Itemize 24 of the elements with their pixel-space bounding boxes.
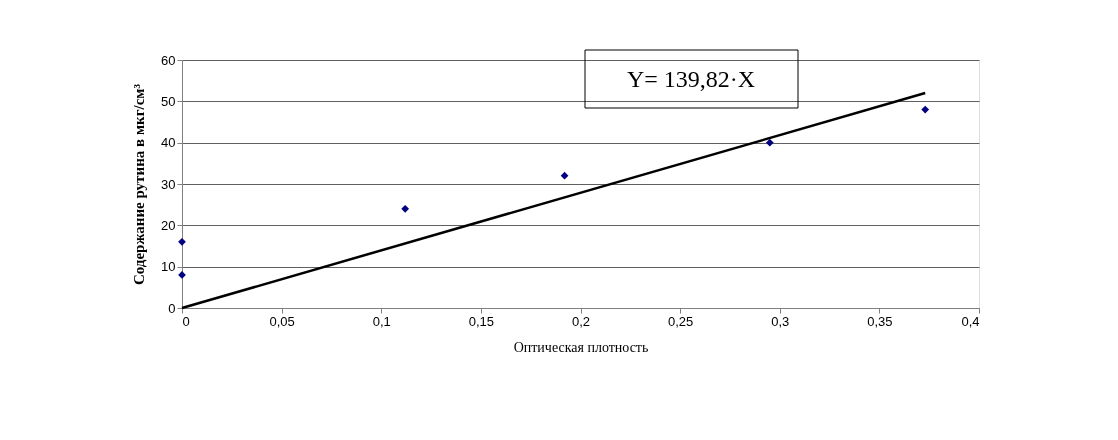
y-tick-label: 40 — [161, 135, 176, 151]
y-tick-label: 50 — [161, 93, 176, 109]
x-tick-label: 0,05 — [269, 313, 295, 329]
point — [560, 171, 569, 180]
x-tick-label: 0,1 — [372, 313, 391, 329]
y-tick-label: 30 — [161, 176, 176, 192]
x-tick-label: 0,35 — [867, 313, 893, 329]
x-tick-label: 0 — [182, 313, 190, 329]
point — [765, 138, 774, 147]
y-tick-label: 10 — [161, 259, 176, 275]
x-tick-label: 0,15 — [468, 313, 495, 329]
point — [178, 237, 186, 246]
annotation: Y= 139,82·X — [626, 66, 756, 92]
y-tick-label: 20 — [161, 217, 176, 233]
x-tick-label: 0,4 — [961, 313, 980, 329]
x-tick-label: 0,2 — [571, 313, 591, 329]
y-tick-label: 60 — [161, 52, 176, 68]
y-tick-label: 0 — [168, 300, 176, 316]
x-tick-label: 0,25 — [667, 313, 694, 329]
y-axis-title: Содержание рутина в мкг/см³ — [131, 83, 148, 286]
x-axis-title: Оптическая плотность — [513, 339, 649, 355]
x-tick-label: 0,3 — [771, 313, 790, 329]
point — [401, 204, 410, 213]
point — [921, 105, 930, 114]
